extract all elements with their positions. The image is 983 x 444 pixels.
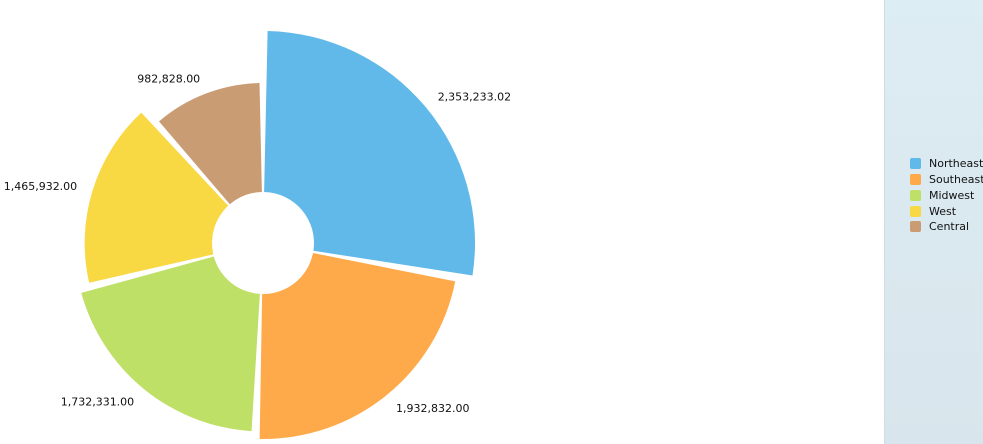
rose-pie-chart: 2,353,233.02 1,932,832.00 1,732,331.00 1,46… [4, 31, 511, 440]
legend-label: Southeast [929, 173, 983, 187]
legend-item-midwest[interactable]: Midwest [910, 188, 983, 204]
legend-swatch [910, 158, 921, 170]
legend: Northeast Southeast Midwest West Central [910, 156, 983, 235]
legend-label: Northeast [929, 157, 983, 171]
legend-swatch [910, 221, 921, 233]
legend-label: Central [929, 220, 970, 234]
pie-slice-central[interactable] [159, 83, 262, 205]
legend-label: West [929, 204, 957, 218]
legend-item-west[interactable]: West [910, 203, 983, 219]
pie-slice-southeast[interactable] [259, 253, 456, 440]
legend-swatch [910, 205, 921, 217]
pie-slice-northeast[interactable] [264, 31, 475, 276]
legend-label: Midwest [929, 188, 975, 202]
pie-slice-west[interactable] [84, 112, 229, 283]
legend-item-northeast[interactable]: Northeast [910, 156, 983, 172]
legend-swatch [910, 174, 921, 186]
data-label-west: 1,465,932.00 [4, 180, 77, 193]
data-label-southeast: 1,932,832.00 [396, 402, 469, 415]
chart-area: 2,353,233.02 1,932,832.00 1,732,331.00 1,46… [4, 31, 511, 440]
legend-panel: Northeast Southeast Midwest West Central [884, 0, 983, 444]
legend-item-southeast[interactable]: Southeast [910, 172, 983, 188]
data-label-northeast: 2,353,233.02 [438, 91, 511, 104]
legend-item-central[interactable]: Central [910, 219, 983, 235]
legend-swatch [910, 189, 921, 201]
data-label-midwest: 1,732,331.00 [61, 396, 134, 409]
data-label-central: 982,828.00 [137, 73, 200, 86]
pie-slice-midwest[interactable] [81, 256, 260, 432]
